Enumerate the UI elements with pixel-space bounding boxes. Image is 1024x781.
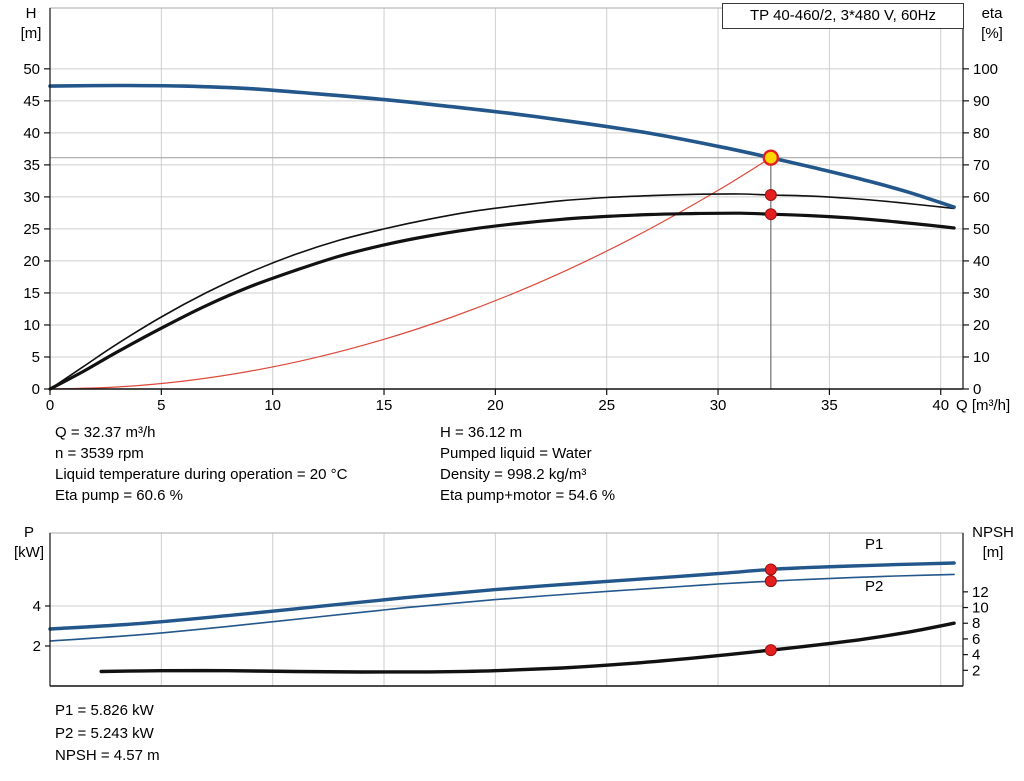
svg-text:0: 0 <box>973 381 981 398</box>
duty-info-left-column: Q = 32.37 m³/h n = 3539 rpm Liquid tempe… <box>55 422 347 506</box>
svg-text:70: 70 <box>973 157 990 174</box>
svg-text:35: 35 <box>821 397 838 414</box>
info-speed: n = 3539 rpm <box>55 445 144 462</box>
svg-text:5: 5 <box>32 349 40 366</box>
svg-text:6: 6 <box>972 631 980 648</box>
svg-text:40: 40 <box>23 125 40 142</box>
svg-text:20: 20 <box>487 397 504 414</box>
qh-efficiency-chart: 0510152025303540455001020304050607080901… <box>23 7 998 414</box>
svg-text:10: 10 <box>264 397 281 414</box>
info-flow: Q = 32.37 m³/h <box>55 424 156 441</box>
duty-info-right-column: H = 36.12 m Pumped liquid = Water Densit… <box>440 422 615 506</box>
svg-text:P2: P2 <box>865 578 883 595</box>
svg-text:15: 15 <box>23 285 40 302</box>
npsh-axis-symbol: NPSH <box>972 524 1014 541</box>
svg-text:4: 4 <box>33 598 41 615</box>
npsh-axis-unit: [m] <box>982 544 1004 561</box>
svg-text:5: 5 <box>157 397 165 414</box>
svg-text:30: 30 <box>973 285 990 302</box>
svg-text:2: 2 <box>33 638 41 655</box>
svg-text:25: 25 <box>23 221 40 238</box>
svg-text:30: 30 <box>23 189 40 206</box>
info-density: Density = 998.2 kg/m³ <box>440 466 587 483</box>
info-eta-pump: Eta pump = 60.6 % <box>55 487 183 504</box>
svg-text:50: 50 <box>973 221 990 238</box>
svg-text:10: 10 <box>973 349 990 366</box>
svg-text:40: 40 <box>973 253 990 270</box>
p-axis-symbol: P <box>23 524 34 541</box>
info-p2: P2 = 5.243 kW <box>55 724 154 742</box>
svg-text:25: 25 <box>598 397 615 414</box>
npsh-axis-label: NPSH [m] <box>964 523 1022 563</box>
q-axis-label: Q [m³/h] <box>956 397 1011 414</box>
svg-text:50: 50 <box>23 61 40 78</box>
result-info: P1 = 5.826 kW P2 = 5.243 kW NPSH = 4.57 … <box>55 700 160 768</box>
h-axis-label: H [m] <box>12 4 50 44</box>
svg-text:100: 100 <box>973 61 998 78</box>
svg-text:60: 60 <box>973 189 990 206</box>
eta-axis-unit: [%] <box>981 25 1003 42</box>
svg-text:4: 4 <box>972 647 980 664</box>
eta-axis-label: eta [%] <box>966 4 1018 44</box>
svg-text:35: 35 <box>23 157 40 174</box>
svg-text:8: 8 <box>972 615 980 632</box>
svg-text:20: 20 <box>973 317 990 334</box>
svg-text:P1: P1 <box>865 536 883 553</box>
svg-text:10: 10 <box>23 317 40 334</box>
info-head: H = 36.12 m <box>440 424 523 441</box>
svg-text:0: 0 <box>46 397 54 414</box>
svg-text:15: 15 <box>376 397 393 414</box>
svg-text:2: 2 <box>972 662 980 679</box>
pump-title-box: TP 40-460/2, 3*480 V, 60Hz <box>722 3 964 29</box>
svg-text:40: 40 <box>932 397 949 414</box>
h-axis-unit: [m] <box>20 25 42 42</box>
svg-text:0: 0 <box>32 381 40 398</box>
svg-text:80: 80 <box>973 125 990 142</box>
eta-axis-symbol: eta <box>981 5 1003 22</box>
info-p1: P1 = 5.826 kW <box>55 702 154 719</box>
h-axis-symbol: H <box>25 5 37 22</box>
svg-text:45: 45 <box>23 93 40 110</box>
svg-text:30: 30 <box>710 397 727 414</box>
info-eta-pump-motor: Eta pump+motor = 54.6 % <box>440 487 616 504</box>
svg-text:20: 20 <box>23 253 40 270</box>
info-pumped-liquid: Pumped liquid = Water <box>440 445 592 462</box>
info-npsh: NPSH = 4.57 m <box>55 747 160 764</box>
info-liquid-temperature: Liquid temperature during operation = 20… <box>55 466 348 483</box>
svg-text:10: 10 <box>972 600 989 617</box>
svg-text:90: 90 <box>973 93 990 110</box>
p-axis-unit: [kW] <box>14 544 44 561</box>
svg-text:12: 12 <box>972 584 989 601</box>
p-axis-label: P [kW] <box>8 523 50 563</box>
